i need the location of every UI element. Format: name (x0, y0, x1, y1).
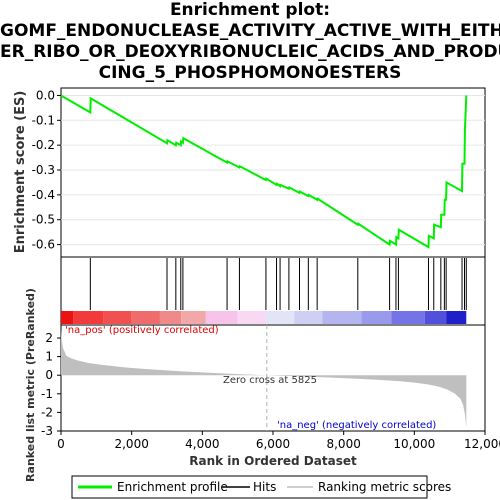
es-y-tick-label: 0.0 (36, 88, 55, 102)
chart-title-line: Enrichment plot: (169, 0, 331, 20)
rank-colorbar-segment (73, 311, 104, 324)
rank-x-tick-label: 2,000 (114, 437, 148, 451)
rank-colorbar-segment (361, 311, 392, 324)
rank-x-tick-label: 0 (57, 437, 65, 451)
pos-correlated-label: 'na_pos' (positively correlated) (65, 325, 219, 336)
es-y-tick-label: -0.1 (32, 113, 55, 127)
chart-title-line: GOMF_ENDONUCLEASE_ACTIVITY_ACTIVE_WITH_E… (0, 21, 500, 41)
chart-title-line: ER_RIBO_OR_DEOXYRIBONUCLEIC_ACIDS_AND_PR… (0, 42, 500, 62)
neg-correlated-label: 'na_neg' (negatively correlated) (277, 420, 436, 431)
rank-x-tick-label: 12,000 (464, 437, 500, 451)
rank-colorbar-segment (294, 311, 323, 324)
enrichment-profile-line (60, 94, 468, 249)
hits-panel (60, 256, 486, 326)
rank-x-axis: 0 2,000 4,000 6,000 8,000 10,000 12,000 (57, 431, 500, 451)
es-y-tick-label: -0.4 (32, 188, 55, 202)
rank-colorbar-segment (265, 311, 295, 324)
metric-y-axis: 2 1 0 -1 -2 -3 (41, 331, 61, 438)
chart-title-line: CING_5_PHOSPHOMONOESTERS (98, 63, 402, 83)
metric-y-tick-label: 0 (45, 368, 53, 382)
metric-y-tick-label: -1 (41, 387, 53, 401)
zero-cross-label: Zero cross at 5825 (223, 375, 317, 386)
metric-y-tick-label: -2 (41, 405, 53, 419)
es-y-axis-label: Enrichment score (ES) (13, 91, 28, 254)
rank-colorbar-segment (181, 311, 206, 324)
metric-y-tick-label: 2 (45, 331, 53, 345)
rank-colorbar-segment (159, 311, 182, 324)
legend-label-enrichment: Enrichment profile (117, 480, 228, 494)
rank-x-tick-label: 4,000 (185, 437, 219, 451)
rank-colorbar (61, 311, 467, 324)
metric-panel: 2 1 0 -1 -2 -3 0 2,000 4,000 6,000 8,000 10,000 12,… (24, 288, 500, 482)
es-y-tick-label: -0.5 (32, 213, 55, 227)
rank-colorbar-segment (391, 311, 425, 324)
rank-x-tick-label: 8,000 (326, 437, 360, 451)
rank-colorbar-segment (131, 311, 160, 324)
es-plot-area (60, 87, 486, 258)
metric-y-tick-label: 1 (45, 350, 53, 364)
metric-y-tick-label: -3 (41, 424, 53, 438)
rank-x-tick-label: 10,000 (393, 437, 435, 451)
rank-colorbar-segment (103, 311, 132, 324)
legend: Enrichment profile Hits Ranking metric s… (71, 475, 451, 499)
rank-colorbar-segment (424, 311, 447, 324)
ranking-metric-area (61, 329, 467, 428)
rank-colorbar-segment (205, 311, 238, 324)
es-y-axis: 0.0 -0.1 -0.2 -0.3 -0.4 -0.5 -0.6 (32, 88, 61, 252)
es-y-tick-label: -0.2 (32, 138, 55, 152)
legend-label-metric: Ranking metric scores (318, 480, 451, 494)
rank-x-axis-label: Rank in Ordered Dataset (189, 454, 357, 468)
hit-lines (89, 258, 467, 310)
legend-label-hits: Hits (253, 480, 276, 494)
es-y-tick-label: -0.6 (32, 238, 55, 252)
rank-colorbar-segment (322, 311, 362, 324)
rank-colorbar-segment (237, 311, 266, 324)
rank-colorbar-segment (446, 311, 467, 324)
rank-x-tick-label: 6,000 (256, 437, 290, 451)
metric-y-axis-label: Ranked list metric (PreRanked) (24, 288, 37, 482)
es-gridlines (61, 94, 485, 246)
es-y-tick-label: -0.3 (32, 163, 55, 177)
rank-colorbar-segment (61, 311, 74, 324)
es-panel: 0.0 -0.1 -0.2 -0.3 -0.4 -0.5 -0.6 Enrichment s… (13, 87, 486, 258)
chart-title: Enrichment plot: GOMF_ENDONUCLEASE_ACTIV… (0, 0, 500, 84)
